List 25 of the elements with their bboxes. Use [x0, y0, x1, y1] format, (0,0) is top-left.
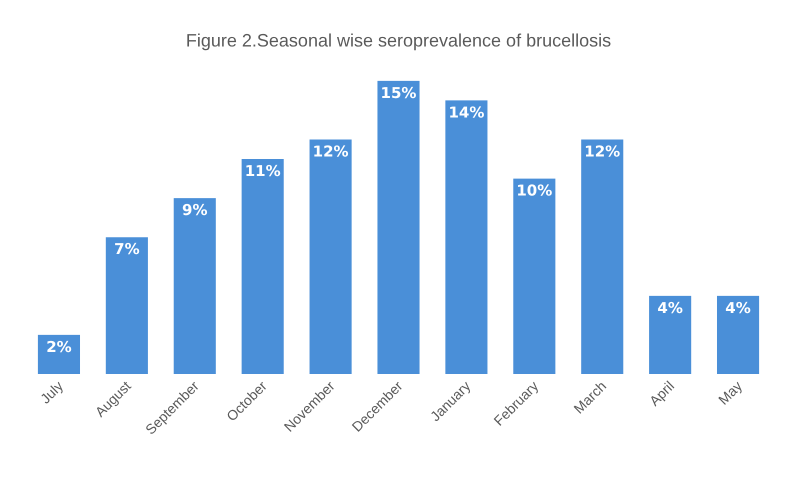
bar	[106, 237, 148, 374]
bar	[377, 80, 420, 374]
data-label: 9%	[182, 201, 208, 220]
data-label: 10%	[516, 182, 552, 200]
bar	[649, 296, 692, 374]
data-label: 4%	[657, 298, 683, 317]
data-label: 4%	[725, 298, 751, 317]
data-label: 12%	[312, 142, 349, 160]
data-label: 7%	[114, 240, 140, 258]
bar	[445, 100, 488, 374]
x-tick-label: May	[715, 378, 746, 408]
data-label: 2%	[46, 338, 72, 356]
data-label: 12%	[584, 142, 620, 160]
data-label: 11%	[244, 162, 281, 180]
x-tick-label: July	[37, 378, 66, 407]
bar	[242, 159, 284, 374]
bar	[513, 178, 556, 374]
chart-title: Figure 2.Seasonal wise seroprevalence of brucellosis	[186, 30, 612, 50]
bar	[581, 139, 624, 374]
bar	[716, 296, 760, 374]
bar	[174, 198, 216, 374]
bar	[38, 334, 80, 374]
bar	[310, 139, 352, 374]
data-label: 14%	[448, 103, 484, 122]
data-label: 15%	[380, 84, 416, 102]
